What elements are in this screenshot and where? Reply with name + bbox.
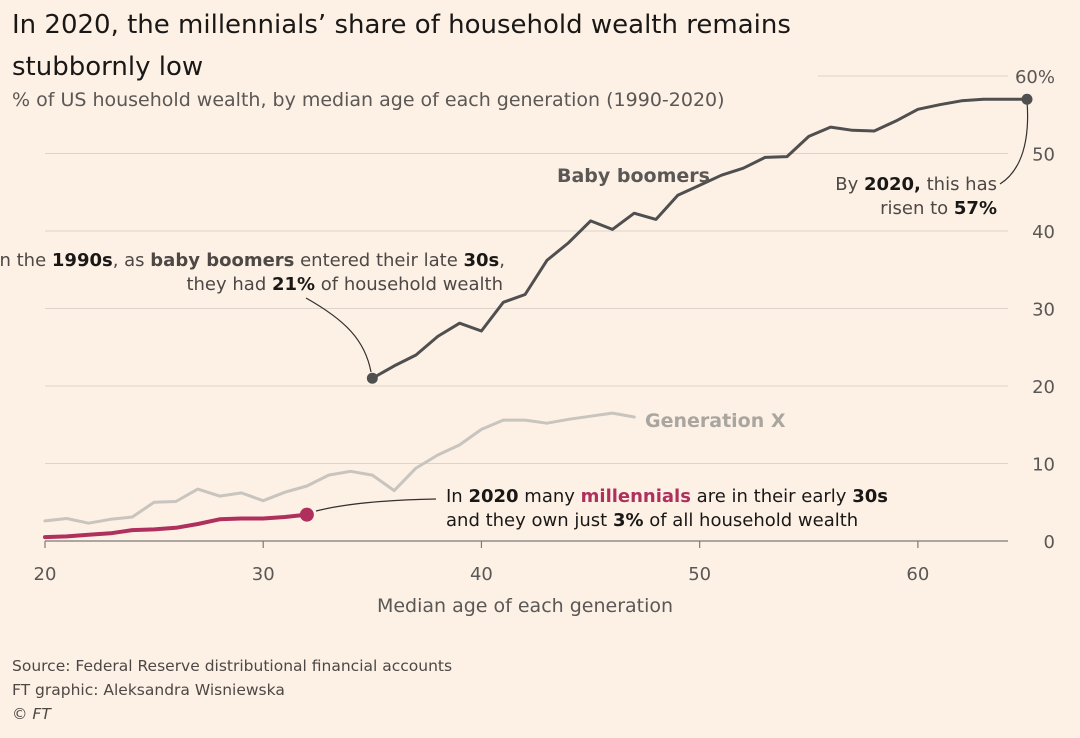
- y-tick-label: 20: [1032, 377, 1055, 398]
- annotation-boomers-2020: By 2020, this has risen to 57%: [835, 174, 997, 219]
- annotation-connector-1990: [305, 297, 372, 373]
- data-point-boomers-start: [366, 372, 378, 384]
- y-tick-label: 0: [1044, 532, 1055, 553]
- svg-text:and they own just 3% of all ho: and they own just 3% of all household we…: [446, 510, 858, 531]
- x-tick-label: 20: [34, 564, 57, 585]
- data-point-millennials-end: [299, 507, 314, 522]
- copyright: © FT: [12, 705, 51, 723]
- x-tick-label: 50: [688, 564, 711, 585]
- svg-text:In the 1990s, as baby boomers: In the 1990s, as baby boomers entered th…: [0, 250, 505, 271]
- series-label-generation-x: Generation X: [645, 410, 786, 432]
- annotation-connector-2020: [999, 100, 1029, 185]
- y-tick-label: 30: [1032, 300, 1055, 321]
- series-line-baby-boomers: [370, 97, 1029, 380]
- svg-text:In 2020 many millennials are i: In 2020 many millennials are in their ea…: [446, 486, 888, 507]
- svg-text:they had 21% of household weal: they had 21% of household wealth: [186, 274, 503, 295]
- x-axis-tick-labels: 20 30 40 50 60: [34, 541, 929, 585]
- series-line-millennials: [43, 512, 309, 540]
- svg-text:By 2020, this has: By 2020, this has: [835, 174, 997, 195]
- data-point-boomers-end: [1021, 93, 1033, 105]
- y-tick-label: 40: [1032, 222, 1055, 243]
- series-lines: [43, 97, 1029, 540]
- x-tick-label: 40: [470, 564, 493, 585]
- y-tick-label: 60%: [1015, 67, 1055, 88]
- annotation-boomers-1990s: In the 1990s, as baby boomers entered th…: [0, 250, 505, 295]
- chart-footer: Source: Federal Reserve distributional f…: [12, 654, 452, 726]
- x-tick-label: 30: [252, 564, 275, 585]
- series-line-generation-x: [43, 411, 636, 525]
- annotation-connector-millennials: [315, 498, 437, 512]
- x-tick-label: 60: [906, 564, 929, 585]
- chart-title: In 2020, the millennials’ share of house…: [12, 10, 791, 82]
- y-axis-tick-labels: 0 10 20 30 40 50 60%: [1015, 67, 1055, 553]
- graphic-credit: FT graphic: Aleksandra Wisniewska: [12, 681, 285, 699]
- chart-subtitle: % of US household wealth, by median age …: [12, 89, 725, 111]
- series-label-baby-boomers: Baby boomers: [557, 165, 710, 187]
- annotation-millennials-2020: In 2020 many millennials are in their ea…: [446, 486, 888, 531]
- source-note: Source: Federal Reserve distributional f…: [12, 657, 453, 675]
- svg-text:risen to 57%: risen to 57%: [880, 198, 997, 219]
- x-axis-label: Median age of each generation: [377, 595, 673, 617]
- y-tick-label: 10: [1032, 455, 1055, 476]
- y-tick-label: 50: [1032, 145, 1055, 166]
- highlight-points: [299, 93, 1033, 522]
- gridlines: [45, 75, 1008, 542]
